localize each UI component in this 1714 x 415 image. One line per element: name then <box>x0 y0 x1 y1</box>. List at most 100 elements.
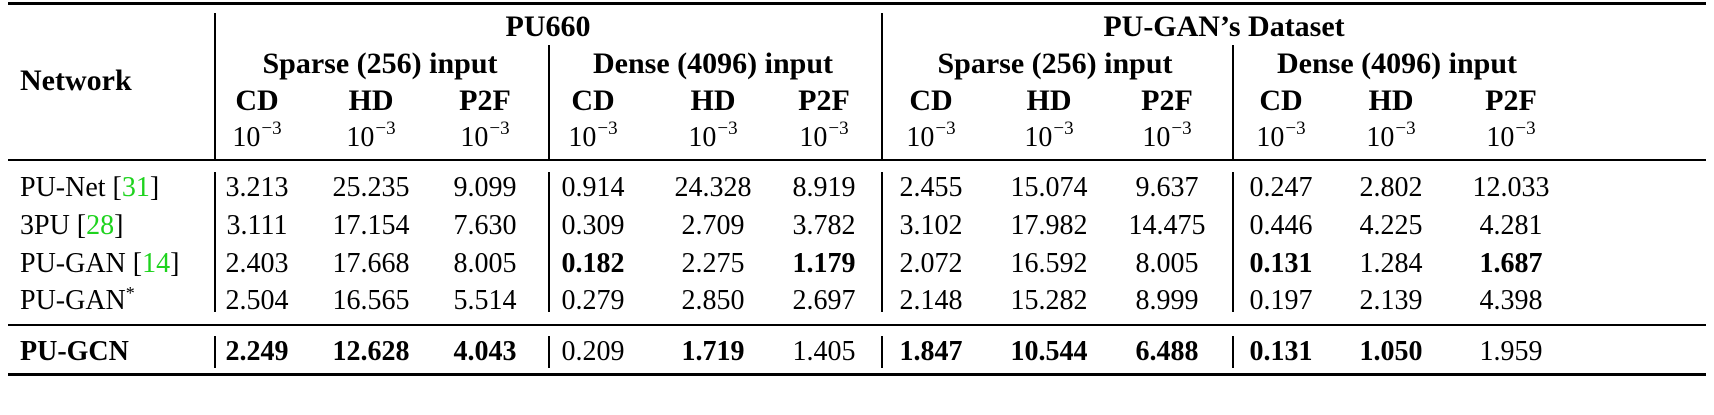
row-label: PU-GAN [14] <box>20 248 180 279</box>
table-cell: 4.225 <box>1359 210 1423 241</box>
citation-link[interactable]: 14 <box>142 248 171 279</box>
table-cell: 8.005 <box>1135 248 1199 279</box>
table-cell: 1.050 <box>1359 336 1423 367</box>
table-cell: 2.139 <box>1359 285 1423 316</box>
subgroup-header-sparse: Sparse (256) input <box>937 47 1173 80</box>
table-cell: 0.446 <box>1249 210 1313 241</box>
separator-input <box>1232 336 1234 368</box>
separator-dataset <box>881 336 883 368</box>
subgroup-header-dense: Dense (4096) input <box>592 47 834 80</box>
table-cell: 4.398 <box>1479 285 1543 316</box>
table-cell: 2.504 <box>225 285 289 316</box>
unit-header: 10−3 <box>346 118 396 153</box>
row-label: PU-Net [31] <box>20 172 160 203</box>
citation-link[interactable]: 31 <box>121 172 150 203</box>
table-cell: 9.637 <box>1135 172 1199 203</box>
results-table: Network PU660 PU-GAN’s Dataset Sparse (2… <box>8 0 1706 415</box>
table-cell: 0.914 <box>561 172 625 203</box>
network-header: Network <box>20 64 132 97</box>
table-cell: 1.284 <box>1359 248 1423 279</box>
table-cell: 1.719 <box>681 336 745 367</box>
unit-header: 10−3 <box>568 118 618 153</box>
table-cell: 2.072 <box>899 248 963 279</box>
table-cell: 2.403 <box>225 248 289 279</box>
group-header-pu660: PU660 <box>505 10 591 43</box>
table-cell: 0.309 <box>561 210 625 241</box>
metric-header-hd: HD <box>1026 84 1072 117</box>
unit-header: 10−3 <box>1024 118 1074 153</box>
table-cell: 24.328 <box>674 172 752 203</box>
separator-network <box>214 336 216 368</box>
table-cell: 10.544 <box>1010 336 1088 367</box>
table-cell: 0.209 <box>561 336 625 367</box>
table-cell: 2.148 <box>899 285 963 316</box>
table-cell: 0.279 <box>561 285 625 316</box>
unit-header: 10−3 <box>1486 118 1536 153</box>
table-cell: 1.405 <box>792 336 856 367</box>
table-cell: 2.802 <box>1359 172 1423 203</box>
header-rule <box>8 159 1706 161</box>
table-cell: 17.982 <box>1010 210 1088 241</box>
table-cell: 8.005 <box>453 248 517 279</box>
separator-dataset <box>881 172 883 312</box>
table-cell: 0.131 <box>1249 336 1313 367</box>
table-cell: 15.074 <box>1010 172 1088 203</box>
table-cell: 2.249 <box>225 336 289 367</box>
separator-input <box>1232 172 1234 312</box>
table-cell: 2.275 <box>681 248 745 279</box>
table-cell: 1.847 <box>899 336 963 367</box>
unit-header: 10−3 <box>1256 118 1306 153</box>
separator-network <box>214 13 216 159</box>
table-cell: 12.033 <box>1472 172 1550 203</box>
table-cell: 1.179 <box>792 248 856 279</box>
table-cell: 4.281 <box>1479 210 1543 241</box>
metric-header-p2f: P2F <box>1485 84 1537 117</box>
table-cell: 3.102 <box>899 210 963 241</box>
metric-header-p2f: P2F <box>459 84 511 117</box>
table-cell: 3.782 <box>792 210 856 241</box>
bottom-rule <box>8 373 1706 376</box>
table-cell: 7.630 <box>453 210 517 241</box>
metric-header-p2f: P2F <box>1141 84 1193 117</box>
metric-header-cd: CD <box>909 84 953 117</box>
unit-header: 10−3 <box>232 118 282 153</box>
table-cell: 6.488 <box>1135 336 1199 367</box>
table-cell: 1.959 <box>1479 336 1543 367</box>
table-cell: 2.697 <box>792 285 856 316</box>
unit-header: 10−3 <box>460 118 510 153</box>
table-cell: 0.182 <box>561 248 625 279</box>
metric-header-hd: HD <box>690 84 736 117</box>
separator-input <box>548 172 550 312</box>
group-header-pugan-dataset: PU-GAN’s Dataset <box>1103 10 1345 43</box>
table-cell: 15.282 <box>1010 285 1088 316</box>
row-label: 3PU [28] <box>20 210 124 241</box>
summary-rule <box>8 324 1706 326</box>
table-cell: 1.687 <box>1479 248 1543 279</box>
table-cell: 0.131 <box>1249 248 1313 279</box>
subgroup-header-sparse: Sparse (256) input <box>262 47 498 80</box>
citation-link[interactable]: 28 <box>86 210 115 241</box>
table-cell: 8.919 <box>792 172 856 203</box>
table-cell: 3.213 <box>225 172 289 203</box>
row-label: PU-GCN <box>20 336 129 367</box>
unit-header: 10−3 <box>1366 118 1416 153</box>
separator-input <box>548 45 550 159</box>
table-cell: 17.154 <box>332 210 410 241</box>
table-cell: 2.850 <box>681 285 745 316</box>
table-cell: 17.668 <box>332 248 410 279</box>
table-cell: 16.565 <box>332 285 410 316</box>
subgroup-header-dense: Dense (4096) input <box>1276 47 1518 80</box>
separator-network <box>214 172 216 312</box>
table-cell: 4.043 <box>453 336 517 367</box>
table-cell: 2.455 <box>899 172 963 203</box>
table-cell: 25.235 <box>332 172 410 203</box>
metric-header-cd: CD <box>1259 84 1303 117</box>
table-cell: 16.592 <box>1010 248 1088 279</box>
table-cell: 0.247 <box>1249 172 1313 203</box>
table-cell: 14.475 <box>1128 210 1206 241</box>
table-cell: 9.099 <box>453 172 517 203</box>
metric-header-cd: CD <box>235 84 279 117</box>
separator-dataset <box>881 13 883 159</box>
top-rule <box>8 2 1706 5</box>
table-cell: 3.111 <box>226 210 288 241</box>
